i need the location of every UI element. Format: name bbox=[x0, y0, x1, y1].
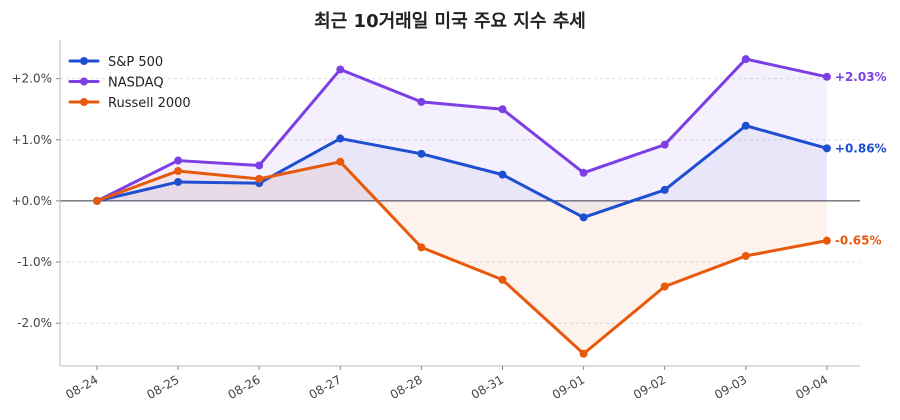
x-tick-label: 08-26 bbox=[225, 372, 262, 402]
data-point bbox=[579, 168, 588, 177]
area-fill-1 bbox=[97, 59, 827, 201]
x-tick-label: 09-02 bbox=[631, 372, 668, 402]
y-tick-label: +2.0% bbox=[11, 72, 52, 86]
data-point bbox=[255, 161, 264, 170]
data-point bbox=[417, 149, 426, 158]
data-point bbox=[579, 349, 588, 358]
x-tick-label: 08-25 bbox=[144, 372, 181, 402]
y-tick-label: -2.0% bbox=[17, 316, 52, 330]
legend-swatch-marker bbox=[80, 98, 88, 106]
data-point bbox=[741, 55, 750, 64]
legend-label: Russell 2000 bbox=[108, 96, 191, 111]
data-point bbox=[660, 185, 669, 194]
x-tick-label: 08-27 bbox=[307, 372, 344, 402]
data-point bbox=[255, 174, 264, 183]
series-end-label: +2.03% bbox=[835, 70, 887, 84]
legend: S&P 500 NASDAQ Russell 2000 bbox=[68, 55, 191, 111]
chart-title: 최근 10거래일 미국 주요 지수 추세 bbox=[314, 11, 586, 32]
x-tick-label: 08-28 bbox=[388, 372, 425, 402]
data-point bbox=[579, 213, 588, 222]
legend-label: NASDAQ bbox=[108, 76, 164, 91]
legend-label: S&P 500 bbox=[108, 55, 163, 70]
data-point bbox=[660, 282, 669, 291]
area-fill-2 bbox=[97, 161, 827, 354]
data-point bbox=[93, 196, 101, 205]
data-point-layer bbox=[93, 55, 831, 358]
area-fill-layer bbox=[97, 59, 827, 354]
y-tick-label: +0.0% bbox=[11, 194, 52, 208]
data-point bbox=[498, 170, 507, 179]
data-point bbox=[417, 97, 426, 106]
data-point bbox=[822, 236, 831, 245]
data-point bbox=[336, 134, 345, 143]
x-tick-label: 08-31 bbox=[469, 372, 506, 402]
legend-swatch-marker bbox=[80, 77, 88, 86]
data-point bbox=[417, 243, 426, 252]
y-tick-label: -1.0% bbox=[17, 255, 52, 269]
data-point bbox=[336, 65, 345, 74]
data-point bbox=[174, 156, 183, 165]
series-line-0 bbox=[95, 124, 829, 219]
data-point bbox=[174, 177, 183, 186]
series-line-layer bbox=[95, 57, 829, 356]
data-point bbox=[336, 157, 345, 166]
series-line-2 bbox=[95, 160, 829, 356]
area-fill-0 bbox=[97, 125, 827, 218]
data-point bbox=[498, 275, 507, 284]
series-end-label: +0.86% bbox=[835, 141, 887, 155]
x-tick-label: 09-04 bbox=[793, 372, 830, 402]
data-point bbox=[822, 144, 831, 153]
data-point bbox=[822, 72, 831, 81]
x-tick-label: 08-24 bbox=[63, 372, 100, 402]
y-tick-label: +1.0% bbox=[11, 133, 52, 147]
data-point bbox=[741, 251, 750, 260]
series-end-label: -0.65% bbox=[835, 234, 882, 248]
data-point bbox=[741, 121, 750, 130]
x-tick-label: 09-03 bbox=[712, 372, 749, 402]
x-tick-label: 09-01 bbox=[550, 372, 587, 402]
series-line-1 bbox=[95, 57, 829, 203]
data-point bbox=[660, 140, 669, 149]
end-label-layer: +0.86% +2.03% -0.65% bbox=[835, 70, 887, 248]
data-point bbox=[498, 105, 507, 114]
data-point bbox=[174, 166, 183, 175]
legend-swatch-marker bbox=[80, 57, 88, 65]
